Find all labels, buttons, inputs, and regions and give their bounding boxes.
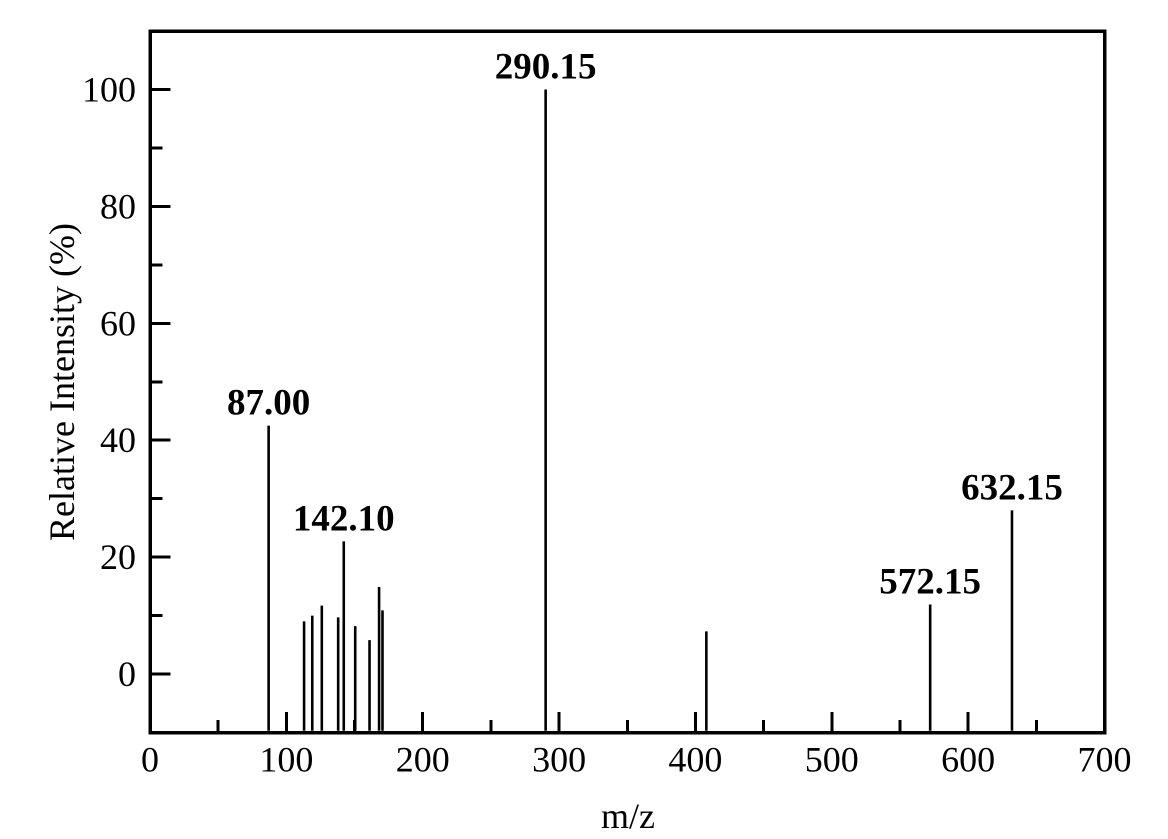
x-tick-label: 400 <box>668 740 722 780</box>
peak-label: 87.00 <box>227 383 310 424</box>
y-tick-label: 0 <box>118 654 136 694</box>
peak-label: 632.15 <box>961 467 1063 508</box>
x-tick-label: 500 <box>805 740 859 780</box>
y-tick-label: 40 <box>100 420 136 460</box>
x-tick-label: 200 <box>396 740 450 780</box>
x-tick-label: 700 <box>1078 740 1132 780</box>
peak-label: 290.15 <box>495 46 597 87</box>
y-tick-label: 100 <box>82 69 136 109</box>
x-tick-label: 0 <box>141 740 159 780</box>
peak-label: 572.15 <box>879 561 981 602</box>
peak-label: 142.10 <box>293 498 395 539</box>
plot-frame <box>148 29 1107 735</box>
x-tick-label: 300 <box>532 740 586 780</box>
y-tick-label: 60 <box>100 303 136 343</box>
y-tick-label: 80 <box>100 186 136 226</box>
y-axis-title: Relative Intensity (%) <box>42 223 82 541</box>
x-tick-label: 100 <box>259 740 313 780</box>
x-tick-label: 600 <box>941 740 995 780</box>
y-tick-label: 20 <box>100 537 136 577</box>
x-axis-title: m/z <box>601 796 655 836</box>
